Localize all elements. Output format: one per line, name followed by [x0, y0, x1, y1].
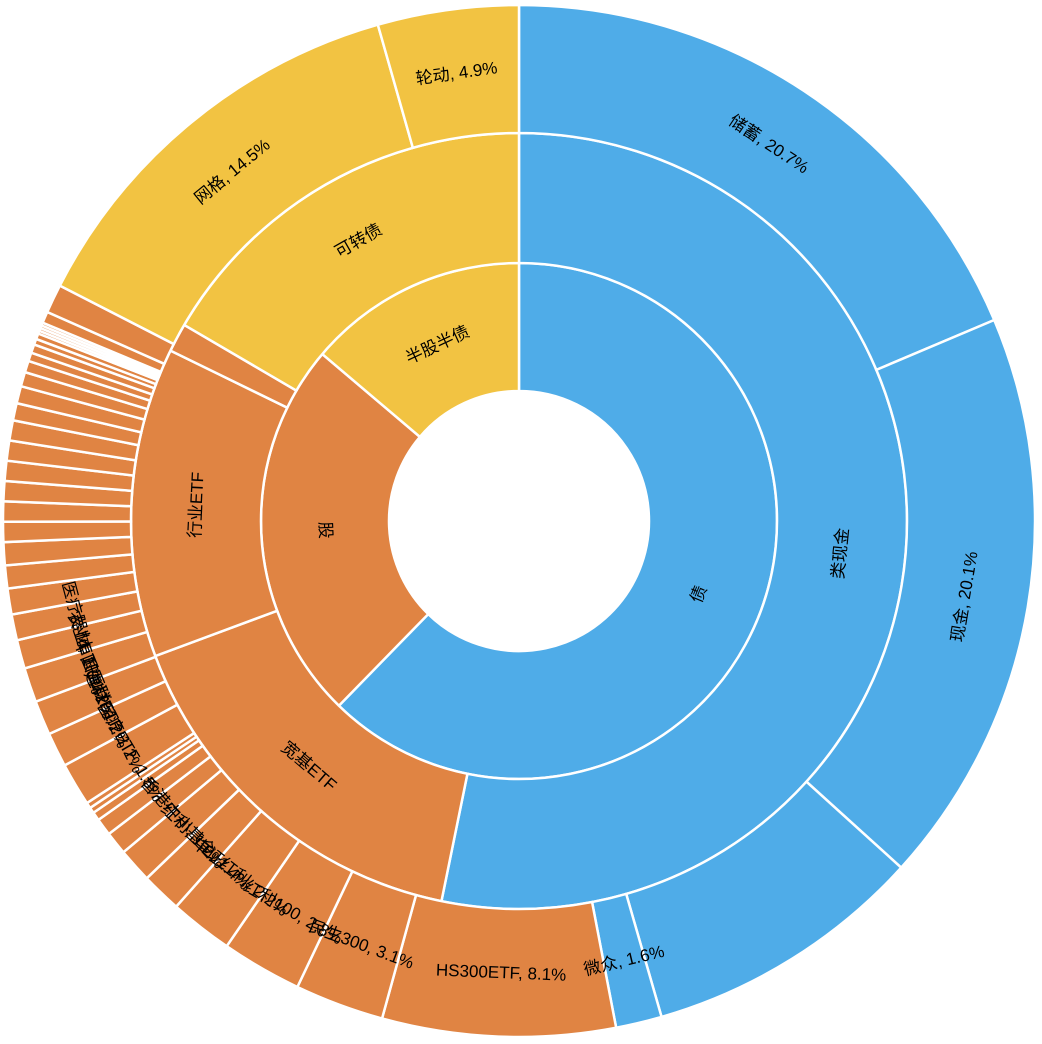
label-ring1-0: 债 — [687, 583, 711, 606]
slice-ring3-45 — [376, 3, 521, 150]
slices-layer — [1, 3, 1037, 1039]
label-ring1-1: 股 — [315, 521, 335, 539]
label-ring2-2: 行业ETF — [185, 471, 207, 538]
